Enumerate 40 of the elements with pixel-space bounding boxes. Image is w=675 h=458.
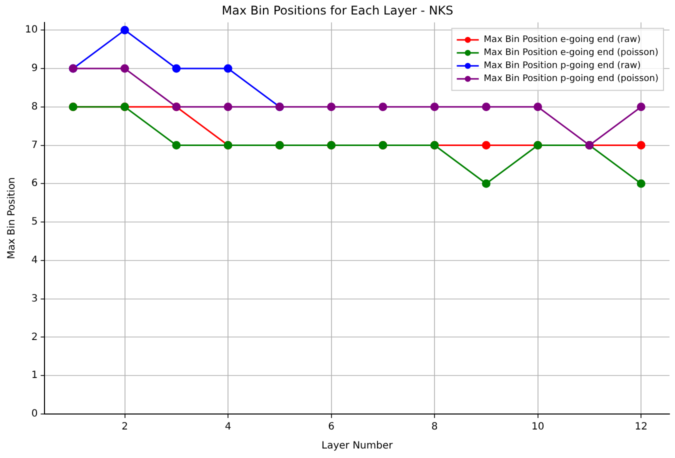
point — [172, 64, 181, 73]
point — [482, 141, 490, 150]
x-tick-label: 10 — [531, 422, 544, 433]
point — [482, 102, 490, 112]
y-tick-label: 0 — [31, 408, 38, 420]
point — [224, 102, 232, 112]
legend-label: Max Bin Position e-going end (poisson) — [484, 48, 658, 58]
y-tick-label: 10 — [24, 24, 38, 36]
y-tick-label: 6 — [31, 178, 38, 190]
point — [430, 102, 439, 112]
point — [172, 141, 181, 150]
point — [534, 102, 542, 112]
y-tick-label: 9 — [31, 63, 38, 74]
legend-label: Max Bin Position p-going end (raw) — [484, 61, 641, 72]
legend-label: Max Bin Position e-going end (raw) — [484, 35, 641, 46]
y-tick-label: 1 — [31, 370, 38, 382]
point — [636, 141, 646, 150]
x-tick-label: 12 — [634, 422, 648, 433]
legend-label: Max Bin Position p-going end (poisson) — [484, 74, 659, 84]
x-tick-label: 6 — [328, 422, 334, 433]
y-tick-label: 2 — [31, 332, 38, 343]
y-tick-label: 4 — [31, 255, 38, 266]
point — [120, 26, 130, 34]
y-tick-label: 7 — [31, 140, 38, 151]
point — [120, 64, 130, 73]
x-tick-label: 8 — [431, 422, 438, 433]
x-axis-title: Layer Number — [321, 440, 394, 452]
y-tick-label: 3 — [31, 293, 38, 304]
x-tick-label: 2 — [122, 422, 128, 433]
point — [636, 102, 646, 112]
point — [378, 102, 388, 112]
y-tick-label: 8 — [31, 101, 38, 112]
point — [482, 179, 490, 188]
y-tick-label: 5 — [31, 216, 38, 228]
x-tick-label: 4 — [224, 422, 232, 433]
y-axis-title: Max Bin Position — [6, 177, 18, 260]
chart-title: Max Bin Positions for Each Layer - NKS — [222, 3, 454, 18]
point — [636, 179, 646, 188]
point — [327, 102, 336, 112]
point — [224, 64, 232, 73]
